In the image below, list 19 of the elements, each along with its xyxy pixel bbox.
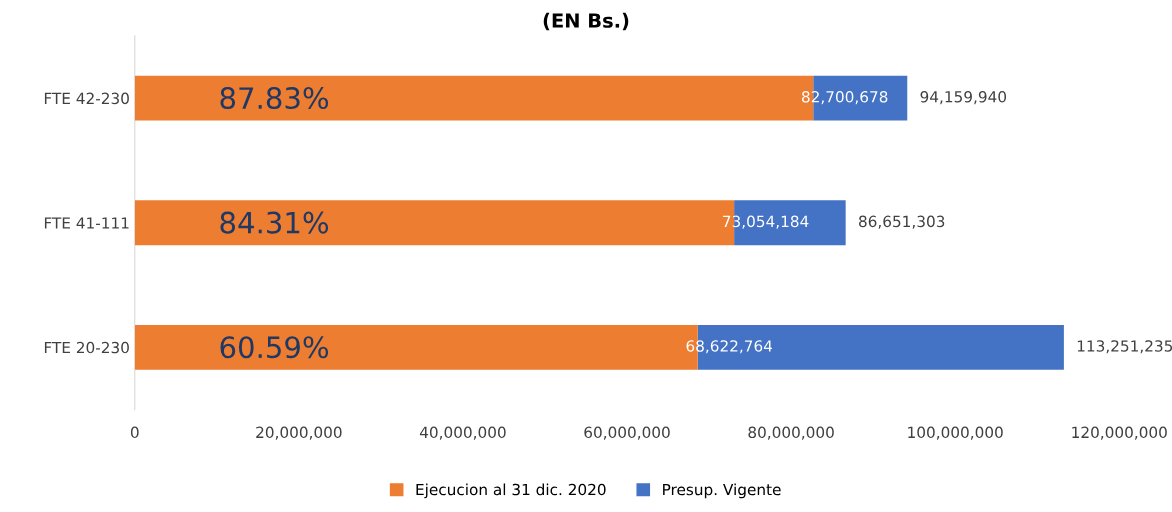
x-tick-label: 120,000,000 <box>1072 426 1167 440</box>
x-tick-label: 0 <box>130 426 139 439</box>
total-label: 86,651,303 <box>859 215 945 229</box>
y-tick-label: FTE 20-230 <box>44 341 129 354</box>
y-tick-label: FTE 41-111 <box>44 217 129 229</box>
x-tick-label: 20,000,000 <box>256 426 342 440</box>
x-tick-label: 80,000,000 <box>748 426 834 440</box>
annotation: 87.83% <box>220 87 329 110</box>
chart-title: (EN Bs.) <box>543 12 629 31</box>
y-tick-label: FTE 42-230 <box>44 92 129 105</box>
annotation: 60.59% <box>220 336 329 359</box>
total-label: 94,159,940 <box>920 91 1007 105</box>
legend-label: Presup. Vigente <box>663 483 781 499</box>
x-tick-label: 40,000,000 <box>419 426 506 440</box>
annotation: 84.31% <box>220 211 329 234</box>
x-tick-label: 100,000,000 <box>908 426 1003 440</box>
x-tick-label: 60,000,000 <box>584 426 670 440</box>
total-label: 113,251,235 <box>1077 340 1172 354</box>
legend-label: Ejecucion al 31 dic. 2020 <box>416 483 606 499</box>
